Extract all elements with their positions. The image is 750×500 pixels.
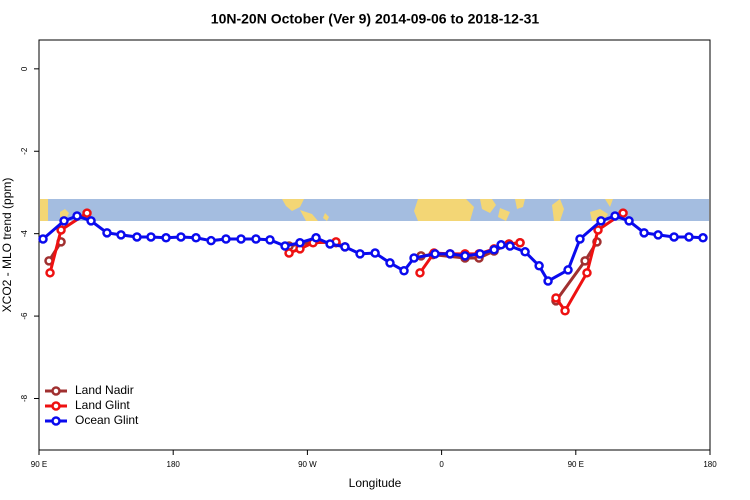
legend-marker xyxy=(51,386,61,396)
data-point xyxy=(38,234,48,244)
data-point xyxy=(698,233,708,243)
data-point xyxy=(582,268,592,278)
data-point xyxy=(176,232,186,242)
data-point xyxy=(575,234,585,244)
data-point xyxy=(236,234,246,244)
data-point xyxy=(161,233,171,243)
map-strip xyxy=(40,199,709,221)
legend-label: Ocean Glint xyxy=(75,413,139,427)
data-point xyxy=(505,241,515,251)
x-tick-label: 90 E xyxy=(31,460,47,469)
x-tick-label: 0 xyxy=(439,460,444,469)
data-point xyxy=(59,216,69,226)
map-land xyxy=(40,199,613,221)
data-point xyxy=(311,233,321,243)
data-point xyxy=(563,265,573,275)
data-point xyxy=(132,232,142,242)
data-point xyxy=(265,235,275,245)
series-line xyxy=(47,240,599,302)
series-line xyxy=(42,214,704,284)
legend-marker xyxy=(51,416,61,426)
data-point xyxy=(82,208,92,218)
data-point xyxy=(415,268,425,278)
data-point xyxy=(206,235,216,246)
data-point xyxy=(295,237,305,248)
data-point xyxy=(618,208,628,218)
x-tick-label: 180 xyxy=(167,460,181,469)
data-point xyxy=(146,232,156,242)
data-point xyxy=(610,211,620,221)
y-tick-label: 0 xyxy=(20,66,29,71)
data-point xyxy=(520,247,530,257)
y-axis-label: XCO2 - MLO trend (ppm) xyxy=(0,178,14,313)
data-point xyxy=(445,249,455,259)
x-tick-label: 90 E xyxy=(568,460,584,469)
data-point xyxy=(551,293,561,303)
data-point xyxy=(325,239,335,249)
data-point xyxy=(593,225,603,235)
x-tick-label: 90 W xyxy=(298,460,317,469)
data-point xyxy=(72,211,82,221)
data-point xyxy=(221,234,231,244)
data-point xyxy=(475,249,485,259)
y-tick-label: -8 xyxy=(20,394,29,402)
data-point xyxy=(580,256,590,266)
data-point xyxy=(56,225,66,235)
plot-frame xyxy=(38,39,711,451)
data-point xyxy=(45,268,55,278)
data-point xyxy=(86,216,96,226)
data-point xyxy=(370,248,380,258)
data-point xyxy=(639,228,649,238)
y-tick-label: -6 xyxy=(20,312,29,320)
data-point xyxy=(251,234,261,244)
data-point xyxy=(409,253,419,263)
data-point xyxy=(399,266,409,276)
data-point xyxy=(684,232,694,242)
legend-label: Land Nadir xyxy=(75,383,134,397)
y-tick-label: -2 xyxy=(20,147,29,155)
data-point xyxy=(489,244,499,255)
map-ocean xyxy=(40,199,709,221)
data-point xyxy=(624,216,634,226)
data-point xyxy=(102,228,112,238)
data-point xyxy=(355,249,365,259)
data-point xyxy=(653,230,663,240)
x-tick-label: 180 xyxy=(703,460,717,469)
data-point xyxy=(280,241,290,251)
x-axis-label: Longitude xyxy=(349,476,402,490)
data-point xyxy=(430,249,440,259)
data-point xyxy=(669,232,679,242)
data-point xyxy=(496,240,506,250)
data-point xyxy=(515,237,525,248)
data-point xyxy=(560,305,570,316)
legend-marker xyxy=(51,401,61,411)
data-point xyxy=(543,276,553,286)
legend-label: Land Glint xyxy=(75,398,130,412)
data-point xyxy=(534,261,544,271)
data-point xyxy=(116,230,126,240)
y-tick-label: -4 xyxy=(20,230,29,238)
data-point xyxy=(284,248,294,258)
data-point xyxy=(596,216,606,226)
data-point xyxy=(340,242,350,252)
data-point xyxy=(385,258,395,268)
data-point xyxy=(460,251,470,261)
chart-title: 10N-20N October (Ver 9) 2014-09-06 to 20… xyxy=(211,11,540,27)
data-point xyxy=(191,233,201,243)
